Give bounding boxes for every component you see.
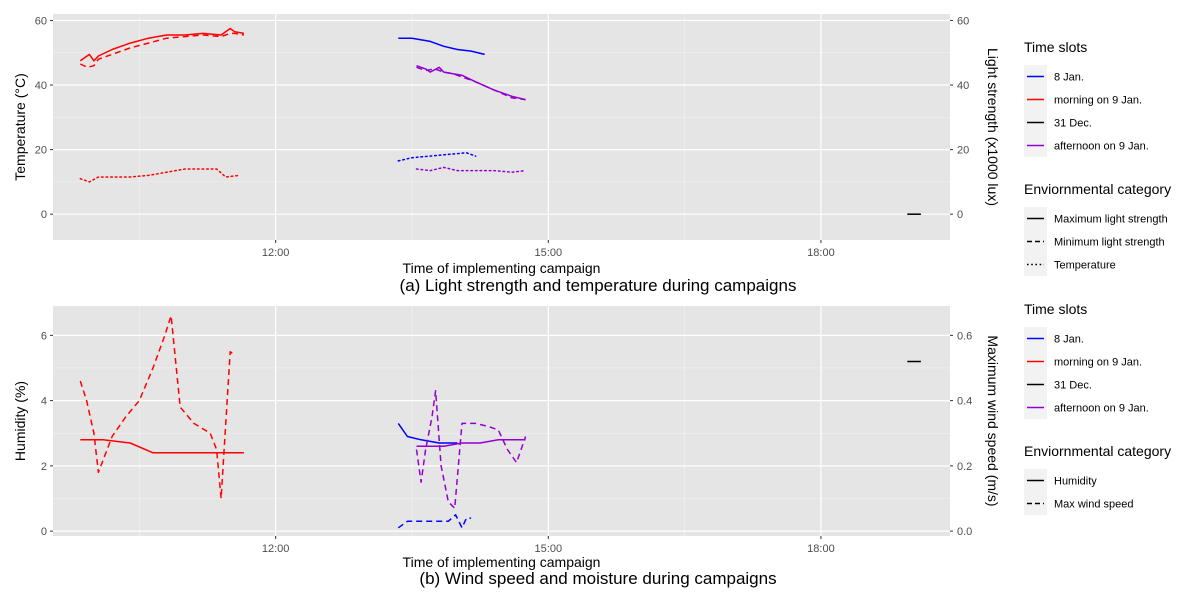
legend-group: Enviornmental category Maximum light stre…: [1024, 181, 1171, 276]
y-right-axis-title: Maximum wind speed (m/s): [985, 335, 1001, 506]
y-tick-label: 60: [35, 15, 47, 27]
legend-label: afternoon on 9 Jan.: [1054, 403, 1149, 415]
chart-panel-b: 0 2 4 6 0.0 0.2 0.4 0.6 12:00 15:00 18:00 Humidity …: [12, 301, 1171, 588]
legend-group: Time slots 8 Jan. morning on 9 Jan. 31 Dec.…: [1024, 39, 1149, 157]
series-line: [416, 66, 526, 101]
legend-label: morning on 9 Jan.: [1054, 357, 1142, 369]
legend-label: afternoon on 9 Jan.: [1054, 141, 1149, 153]
x-tick-label: 12:00: [262, 543, 290, 555]
y-tick-label: 6: [41, 330, 47, 342]
legend-label: 8 Jan.: [1054, 334, 1084, 346]
plot-panel: [53, 14, 950, 240]
y-right-axis-title: Light strength (x1000 lux): [985, 48, 1001, 206]
y-right-tick-label: 0.4: [957, 396, 972, 408]
legend-label: 31 Dec.: [1054, 380, 1092, 392]
series-line: [79, 315, 236, 500]
y-tick-label: 0: [41, 209, 47, 221]
legend-label: Minimum light strength: [1054, 237, 1165, 249]
legend-label: 31 Dec.: [1054, 118, 1092, 130]
y-right-tick-label: 20: [957, 145, 969, 157]
legend-label: Humidity: [1054, 476, 1097, 488]
y-right-tick-label: 40: [957, 80, 969, 92]
x-axis-title: Time of implementing campaign: [403, 554, 601, 570]
series-line: [415, 166, 527, 173]
series-line: [415, 390, 527, 510]
x-tick-label: 15:00: [535, 247, 563, 259]
series-line: [79, 27, 245, 62]
legend-label: Temperature: [1054, 260, 1116, 272]
x-tick-label: 12:00: [262, 247, 290, 259]
legend-title: Enviornmental category: [1024, 443, 1171, 459]
y-tick-label: 40: [35, 80, 47, 92]
series-line: [416, 439, 526, 448]
legend-group: Enviornmental category Humidity Max wind s…: [1024, 443, 1171, 515]
series-line: [79, 168, 241, 183]
legend-title: Time slots: [1024, 39, 1087, 55]
y-axis-title: Humidity (%): [12, 381, 28, 461]
y-right-tick-label: 0.2: [957, 461, 972, 473]
x-tick-label: 15:00: [535, 543, 563, 555]
panel-caption: (a) Light strength and temperature durin…: [400, 276, 797, 295]
series-line: [79, 32, 245, 69]
legend-title: Enviornmental category: [1024, 181, 1171, 197]
legend-label: 8 Jan.: [1054, 72, 1084, 84]
y-tick-label: 2: [41, 461, 47, 473]
panel-caption: (b) Wind speed and moisture during campa…: [419, 569, 776, 588]
y-tick-label: 0: [41, 526, 47, 538]
legend-title: Time slots: [1024, 301, 1087, 317]
series-line: [398, 37, 485, 56]
y-tick-label: 4: [41, 396, 47, 408]
chart-panel-a: 0 20 40 60 0 20 40 60 12:00 15:00 18:00 Temperature…: [12, 14, 1171, 295]
series-line: [397, 422, 458, 444]
y-right-tick-label: 0.6: [957, 330, 972, 342]
y-axis-title: Temperature (°C): [12, 73, 28, 181]
legend-label: Maximum light strength: [1054, 214, 1168, 226]
series-line: [397, 514, 472, 529]
series-line: [397, 152, 477, 162]
series-line: [80, 439, 244, 454]
y-right-tick-label: 0.0: [957, 526, 972, 538]
legend-label: Max wind speed: [1054, 499, 1134, 511]
x-tick-label: 18:00: [807, 543, 835, 555]
legend-label: morning on 9 Jan.: [1054, 95, 1142, 107]
y-right-tick-label: 60: [957, 15, 969, 27]
series-line: [416, 64, 526, 101]
plot-panel: [53, 306, 950, 536]
y-right-tick-label: 0: [957, 209, 963, 221]
x-tick-label: 18:00: [807, 247, 835, 259]
legend-group: Time slots 8 Jan. morning on 9 Jan. 31 Dec.…: [1024, 301, 1149, 419]
y-tick-label: 20: [35, 145, 47, 157]
x-axis-title: Time of implementing campaign: [403, 260, 601, 276]
